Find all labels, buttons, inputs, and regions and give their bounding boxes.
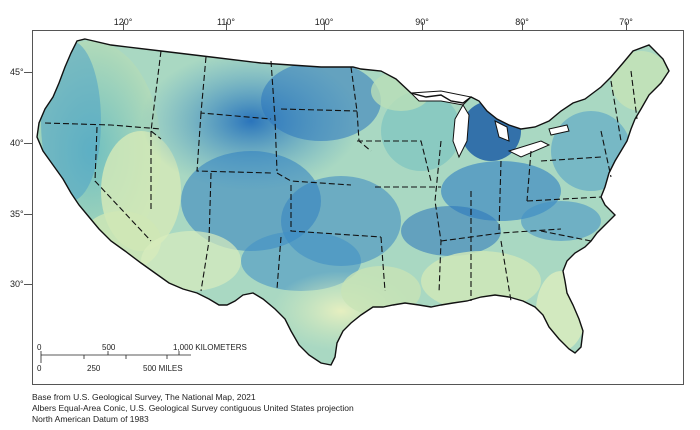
latitude-label-30: 30° [10,279,24,289]
latitude-label-40: 40° [10,138,24,148]
credit-projection: Albers Equal-Area Conic, U.S. Geological… [32,403,354,413]
scale-km-0: 0 [37,343,42,352]
scale-mile-250: 250 [87,364,101,373]
credit-datum: North American Datum of 1983 [32,414,149,424]
longitude-tick-70 [626,22,627,30]
map-frame [32,30,684,385]
scale-km-500: 500 [102,343,116,352]
raster-layer [37,39,669,365]
longitude-tick-110 [226,22,227,30]
scale-bar [40,351,191,363]
us-map [36,38,670,366]
longitude-tick-120 [123,22,124,30]
longitude-tick-80 [522,22,523,30]
latitude-tick-35 [24,214,32,215]
scale-mile-0: 0 [37,364,42,373]
longitude-tick-100 [324,22,325,30]
latitude-tick-40 [24,143,32,144]
longitude-tick-90 [422,22,423,30]
state-boundaries [44,50,638,302]
credit-base: Base from U.S. Geological Survey, The Na… [32,392,256,402]
latitude-tick-30 [24,284,32,285]
latitude-label-45: 45° [10,67,24,77]
scale-mile-500: 500 MILES [143,364,183,373]
latitude-label-35: 35° [10,209,24,219]
latitude-tick-45 [24,72,32,73]
scale-km-1000: 1,000 KILOMETERS [173,343,247,352]
